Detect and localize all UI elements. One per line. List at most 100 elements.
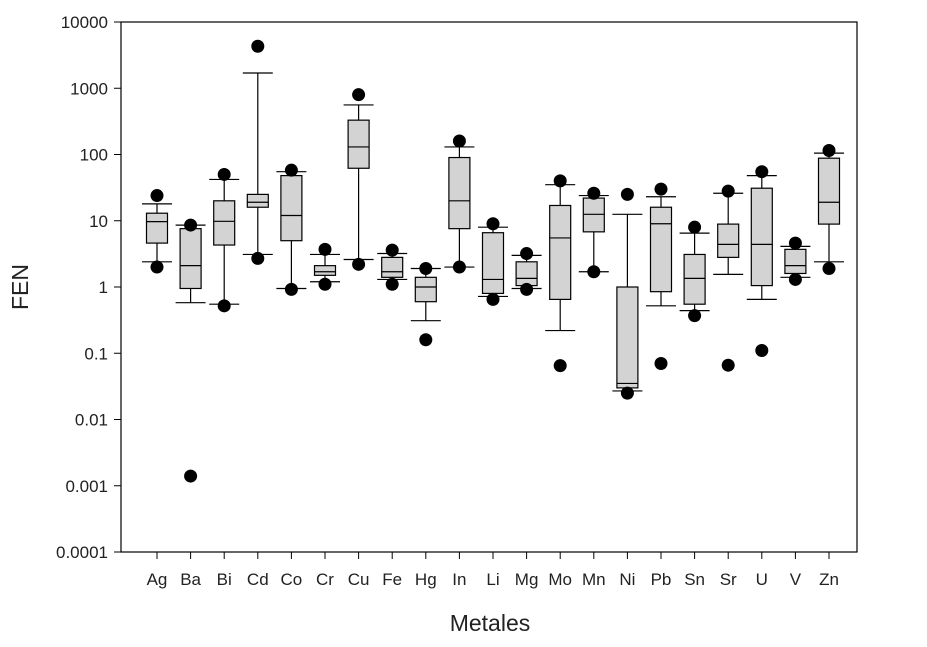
iqr-box xyxy=(347,119,370,169)
x-tick-label: Zn xyxy=(819,570,839,589)
outlier-point xyxy=(318,242,332,256)
iqr-box xyxy=(481,232,505,295)
iqr-box xyxy=(549,204,572,300)
outlier-point xyxy=(721,184,735,198)
outlier-point xyxy=(587,186,601,200)
x-tick-label: Fe xyxy=(382,570,402,589)
x-tick-label: Cd xyxy=(247,570,269,589)
iqr-box xyxy=(313,265,337,276)
x-tick-label: Co xyxy=(281,570,303,589)
outlier-point xyxy=(284,163,298,177)
outlier-point xyxy=(217,167,231,181)
box-mg: Mg xyxy=(511,247,542,589)
outlier-point xyxy=(419,333,433,347)
x-tick-label: U xyxy=(756,570,768,589)
outlier-point xyxy=(251,251,265,265)
outlier-point xyxy=(385,243,399,257)
x-tick-label: Sr xyxy=(720,570,737,589)
box-sr: Sr xyxy=(713,184,744,589)
x-tick-label: Li xyxy=(486,570,499,589)
boxes-layer: Ag Ba Bi Cd Co Cr Cu Fe Hg In Li Mg Mo Mn Ni Pb Sn Sr U V Zn xyxy=(142,39,844,589)
outlier-point xyxy=(385,277,399,291)
outlier-point xyxy=(419,262,433,276)
x-tick-label: Mn xyxy=(582,570,606,589)
box-ag: Ag xyxy=(142,189,172,589)
outlier-point xyxy=(150,189,164,203)
box-u: U xyxy=(746,165,777,589)
outlier-point xyxy=(688,309,702,323)
box-zn: Zn xyxy=(814,143,844,589)
x-tick-label: In xyxy=(452,570,466,589)
outlier-point xyxy=(654,357,668,371)
outlier-point xyxy=(822,143,836,157)
outlier-point xyxy=(822,262,836,276)
outlier-point xyxy=(452,134,466,148)
iqr-box xyxy=(750,187,773,287)
outlier-point xyxy=(184,218,198,232)
box-hg: Hg xyxy=(410,262,441,589)
x-tick-label: Mg xyxy=(515,570,539,589)
x-tick-label: Sn xyxy=(684,570,705,589)
outlier-point xyxy=(553,359,567,373)
x-tick-label: V xyxy=(790,570,802,589)
x-tick-label: Mo xyxy=(548,570,572,589)
y-tick-label: 0.1 xyxy=(84,344,108,363)
outlier-point xyxy=(788,272,802,286)
outlier-point xyxy=(788,236,802,250)
box-sn: Sn xyxy=(679,220,710,589)
iqr-box xyxy=(381,256,404,278)
iqr-box xyxy=(582,197,605,233)
iqr-box xyxy=(179,228,202,290)
x-tick-label: Ni xyxy=(619,570,635,589)
x-tick-label: Cu xyxy=(348,570,370,589)
x-tick-label: Cr xyxy=(316,570,334,589)
box-ni: Ni xyxy=(612,187,643,589)
outlier-point xyxy=(587,265,601,279)
x-tick-label: Hg xyxy=(415,570,437,589)
box-co: Co xyxy=(276,163,307,589)
box-mo: Mo xyxy=(545,174,576,589)
box-li: Li xyxy=(478,217,508,589)
y-tick-label: 0.0001 xyxy=(56,543,108,562)
y-tick-label: 1000 xyxy=(70,79,108,98)
iqr-box xyxy=(448,156,471,230)
box-fe: Fe xyxy=(377,243,408,589)
x-tick-label: Ba xyxy=(180,570,201,589)
box-in: In xyxy=(444,134,475,589)
y-tick-label: 0.01 xyxy=(75,411,108,430)
box-cu: Cu xyxy=(343,88,374,589)
iqr-box xyxy=(213,200,236,246)
x-tick-label: Ag xyxy=(147,570,168,589)
iqr-box xyxy=(717,223,740,258)
x-tick-label: Pb xyxy=(651,570,672,589)
outlier-point xyxy=(486,292,500,306)
outlier-point xyxy=(688,220,702,234)
iqr-box xyxy=(616,286,639,389)
outlier-point xyxy=(755,165,769,179)
y-tick-label: 1 xyxy=(99,278,108,297)
outlier-point xyxy=(486,217,500,231)
outlier-point xyxy=(520,282,534,296)
y-tick-label: 10 xyxy=(89,212,108,231)
outlier-point xyxy=(520,247,534,261)
iqr-box xyxy=(280,175,303,242)
box-mn: Mn xyxy=(578,186,609,589)
plot-frame xyxy=(120,21,858,553)
iqr-box xyxy=(515,261,538,287)
outlier-point xyxy=(352,88,366,102)
x-tick-label: Bi xyxy=(217,570,232,589)
box-pb: Pb xyxy=(646,182,676,589)
iqr-box xyxy=(649,206,673,293)
iqr-box xyxy=(145,212,169,244)
box-bi: Bi xyxy=(209,167,240,589)
box-ba: Ba xyxy=(175,218,206,589)
outlier-point xyxy=(251,39,265,53)
outlier-point xyxy=(654,182,668,196)
outlier-point xyxy=(352,257,366,271)
outlier-point xyxy=(620,187,634,201)
iqr-box xyxy=(246,193,269,208)
axis-ticks: 0.0001 0.001 0.01 0.1 1 10 100 1000 10000 xyxy=(56,13,121,562)
outlier-point xyxy=(318,277,332,291)
outlier-point xyxy=(184,469,198,483)
